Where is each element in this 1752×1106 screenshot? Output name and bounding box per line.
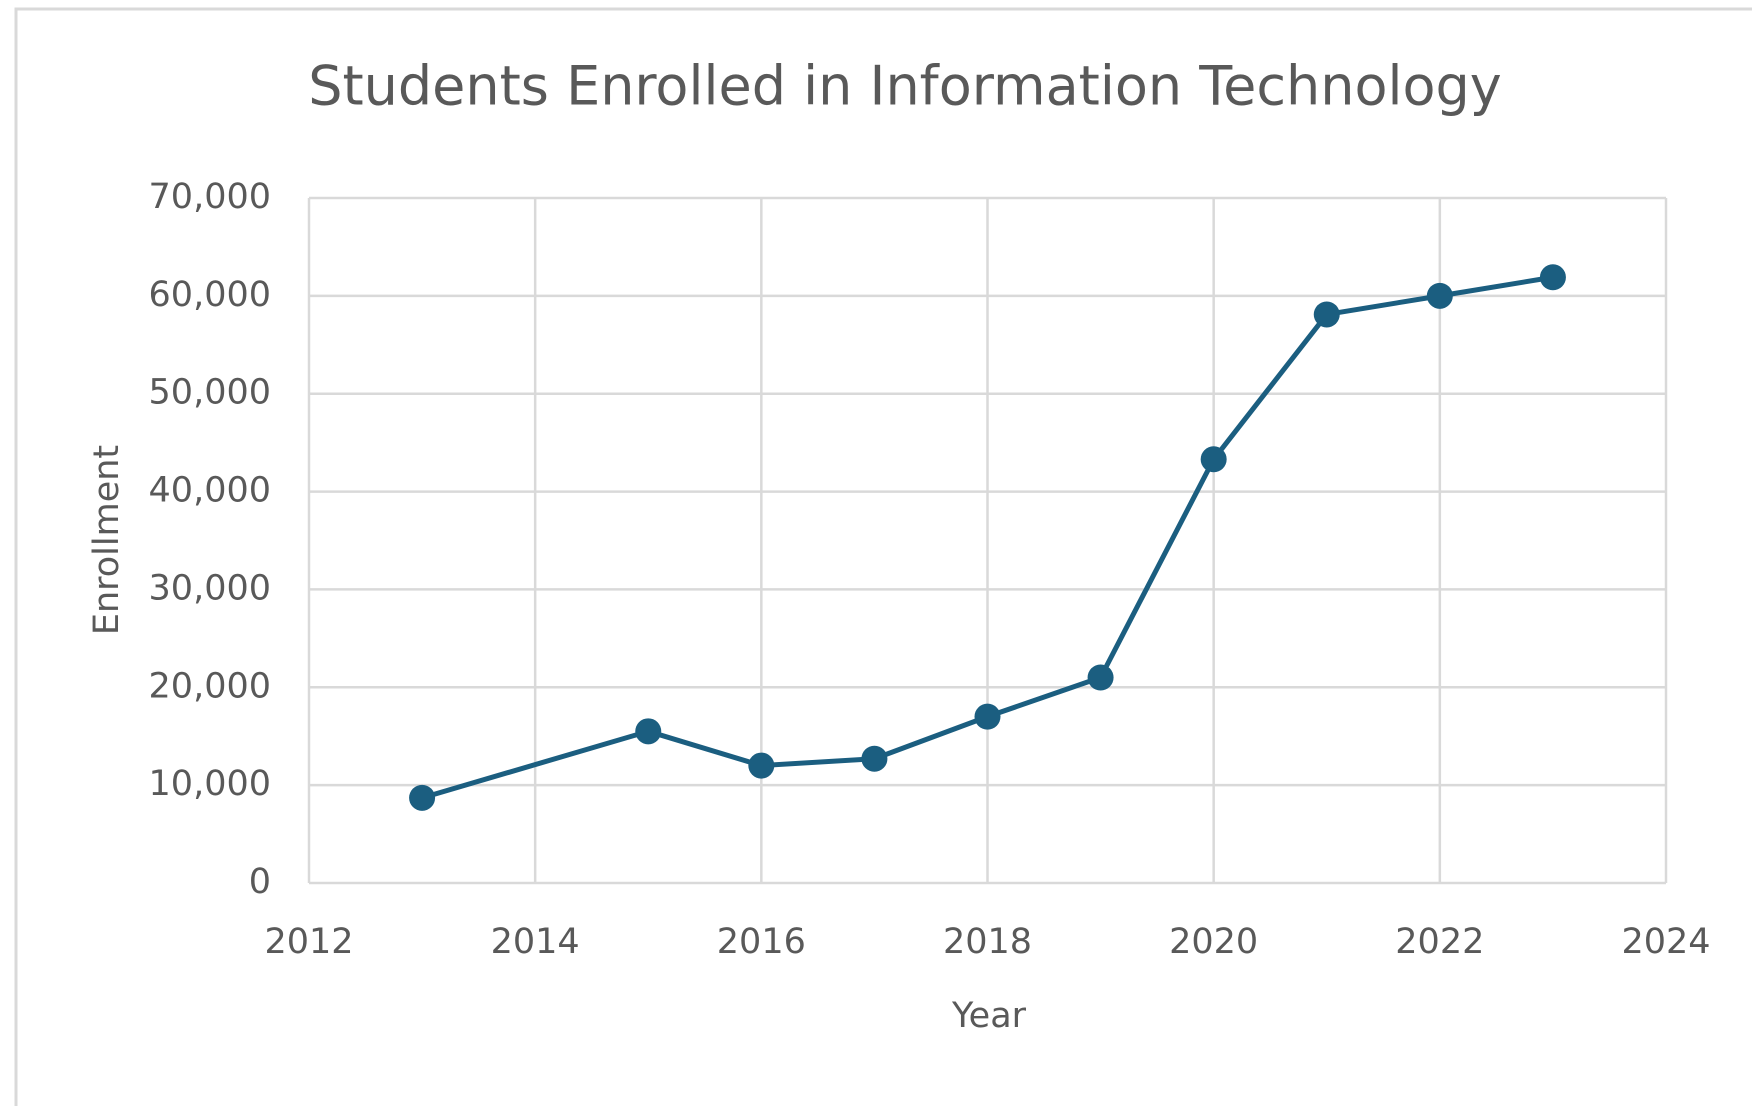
data-point: [974, 703, 1001, 730]
y-tick-label: 20,000: [149, 666, 271, 706]
data-point: [1313, 301, 1340, 328]
x-axis-label: Year: [951, 996, 1027, 1036]
y-tick-label: 70,000: [149, 177, 271, 217]
x-tick-label: 2022: [1395, 922, 1484, 962]
data-point: [748, 752, 775, 779]
x-tick-label: 2014: [491, 922, 580, 962]
data-line: [421, 274, 1554, 801]
y-tick-label: 60,000: [149, 275, 271, 315]
y-tick-label: 30,000: [149, 568, 271, 608]
y-axis-label: Enrollment: [87, 445, 127, 635]
x-tick-label: 2012: [264, 922, 353, 962]
x-tick-label: 2024: [1621, 922, 1710, 962]
data-point: [1087, 664, 1114, 691]
y-tick-label: 50,000: [149, 373, 271, 413]
x-tick-label: 2020: [1169, 922, 1258, 962]
data-point: [635, 718, 662, 745]
data-point: [1200, 446, 1227, 473]
data-point: [1426, 282, 1453, 309]
x-tick-label: 2018: [943, 922, 1032, 962]
y-tick-label: 0: [249, 862, 271, 902]
y-tick-label: 40,000: [149, 471, 271, 511]
data-point: [861, 745, 888, 772]
y-tick-label: 10,000: [149, 764, 271, 804]
data-point: [409, 784, 436, 811]
x-tick-label: 2016: [717, 922, 806, 962]
chart-title: Students Enrolled in Information Technol…: [308, 55, 1502, 118]
chart-frame: [14, 7, 1752, 1106]
data-point: [1539, 264, 1566, 291]
